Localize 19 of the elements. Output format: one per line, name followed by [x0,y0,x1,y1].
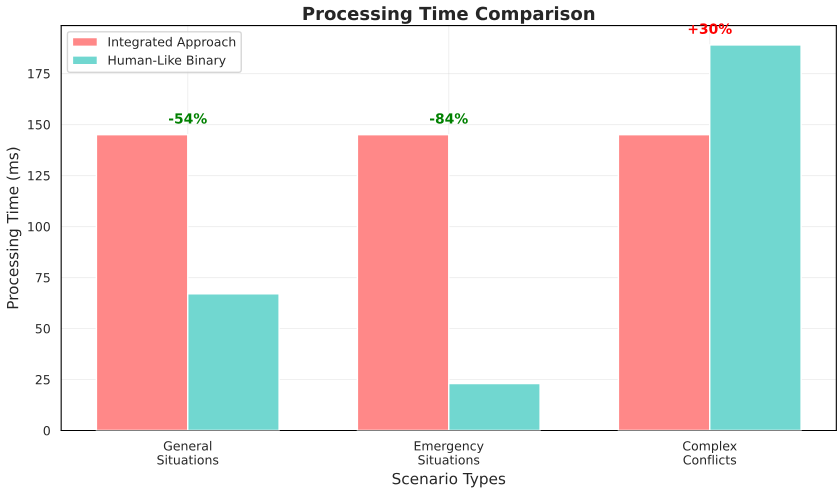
y-tick-label: 50 [36,324,50,334]
x-tick-label: Emergency Situations [414,441,484,465]
annotation: -54% [169,113,207,124]
legend-label: Integrated Approach [108,36,236,49]
y-tick-label: 150 [28,120,50,130]
annotation: +30% [688,23,732,34]
y-tick-label: 0 [44,426,50,436]
y-tick-label: 25 [36,374,50,384]
y-tick-label: 175 [28,69,50,78]
x-tick-label: Complex Conflicts [683,440,737,465]
y-axis-title: Processing Time (ms) [6,148,22,308]
annotation: -84% [430,113,468,124]
y-tick-label: 100 [28,222,50,232]
y-tick-label: 125 [28,170,50,180]
x-tick-label: General Situations [157,440,218,465]
x-axis-title: Scenario Types [392,472,506,488]
legend-label: Human-Like Binary [108,55,226,68]
y-tick-label: 75 [36,273,50,282]
chart-title: Processing Time Comparison [304,6,594,24]
